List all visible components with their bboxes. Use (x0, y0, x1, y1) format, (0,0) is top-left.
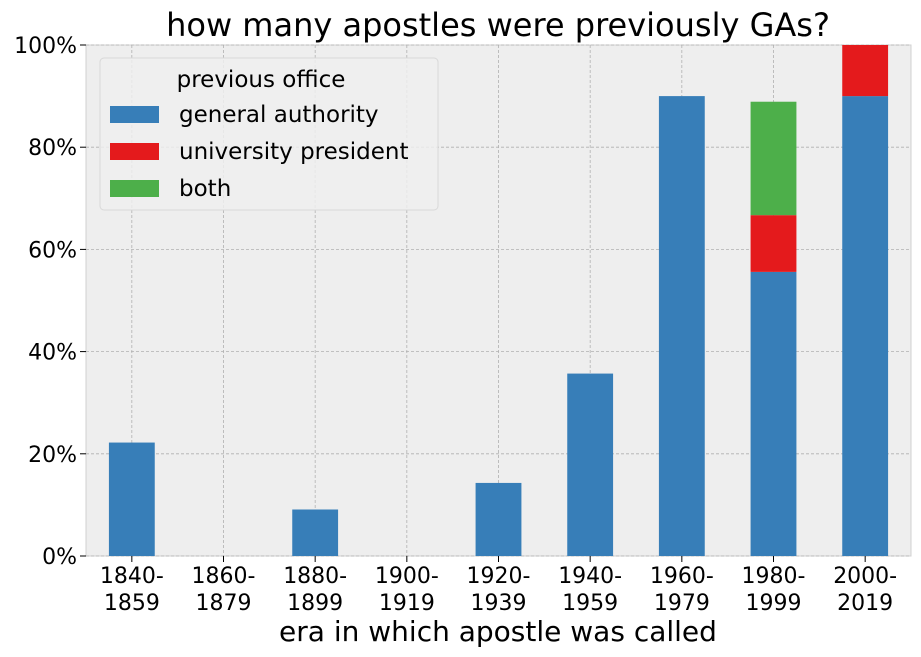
legend: previous office general authority universi… (99, 57, 439, 211)
x-tick-label-line: 1919 (379, 591, 435, 616)
x-tick-label: 1960-1979 (650, 564, 714, 616)
x-tick-label: 1900-1919 (375, 564, 439, 616)
bar-general-authority (658, 96, 705, 556)
legend-swatch (110, 106, 159, 123)
legend-entry: university president (179, 139, 409, 165)
x-tick-label: 1920-1939 (467, 564, 531, 616)
x-tick-label-line: 2000- (833, 564, 897, 589)
bar-university-president (842, 45, 889, 97)
bar-both (750, 101, 797, 216)
x-tick-label-line: 1900- (375, 564, 439, 589)
x-tick-label-line: 1899 (287, 591, 343, 616)
x-tick-label-line: 1879 (196, 591, 252, 616)
y-tick-label: 80% (28, 136, 77, 161)
x-tick-label: 1940-1959 (558, 564, 622, 616)
x-tick-label-line: 1880- (283, 564, 347, 589)
bar-general-authority (842, 96, 889, 556)
legend-entry: general authority (179, 102, 379, 128)
bar-general-authority (108, 442, 155, 556)
bar-general-authority (475, 482, 522, 556)
y-tick-label: 60% (28, 238, 77, 263)
y-tick-label: 40% (28, 341, 77, 366)
x-tick-label-line: 1979 (654, 591, 710, 616)
y-axis: 0% 20% 40% 60% 80% 100% (14, 34, 86, 570)
x-axis: 1840-1859 1860-1879 1880-1899 1900-1919 1920… (100, 556, 897, 616)
x-tick-label-line: 1940- (558, 564, 622, 589)
x-tick-label: 2000-2019 (833, 564, 897, 616)
x-tick-label-line: 1939 (471, 591, 527, 616)
bar-general-authority (292, 509, 339, 556)
legend-frame (99, 57, 439, 211)
legend-swatch (110, 143, 159, 160)
x-tick-label-line: 1980- (742, 564, 806, 589)
x-tick-label-line: 1959 (562, 591, 618, 616)
x-tick-label-line: 2019 (837, 591, 893, 616)
x-tick-label: 1840-1859 (100, 564, 164, 616)
bar-university-president (750, 215, 797, 272)
bar-general-authority (567, 373, 614, 556)
y-tick-label: 20% (28, 443, 77, 468)
x-tick-label-line: 1860- (192, 564, 256, 589)
x-axis-label: era in which apostle was called (279, 615, 717, 648)
x-tick-label-line: 1840- (100, 564, 164, 589)
bar-general-authority (750, 271, 797, 556)
legend-entry: both (179, 176, 231, 202)
x-tick-label-line: 1960- (650, 564, 714, 589)
bars (108, 45, 889, 556)
y-tick-label: 0% (42, 545, 77, 570)
x-tick-label-line: 1999 (746, 591, 802, 616)
x-tick-label: 1880-1899 (283, 564, 347, 616)
y-tick-label: 100% (14, 34, 77, 59)
x-tick-label: 1860-1879 (192, 564, 256, 616)
x-tick-label-line: 1920- (467, 564, 531, 589)
legend-swatch (110, 180, 159, 197)
chart-title: how many apostles were previously GAs? (166, 6, 830, 44)
x-tick-label: 1980-1999 (742, 564, 806, 616)
x-tick-label-line: 1859 (104, 591, 160, 616)
legend-title: previous office (177, 67, 346, 93)
